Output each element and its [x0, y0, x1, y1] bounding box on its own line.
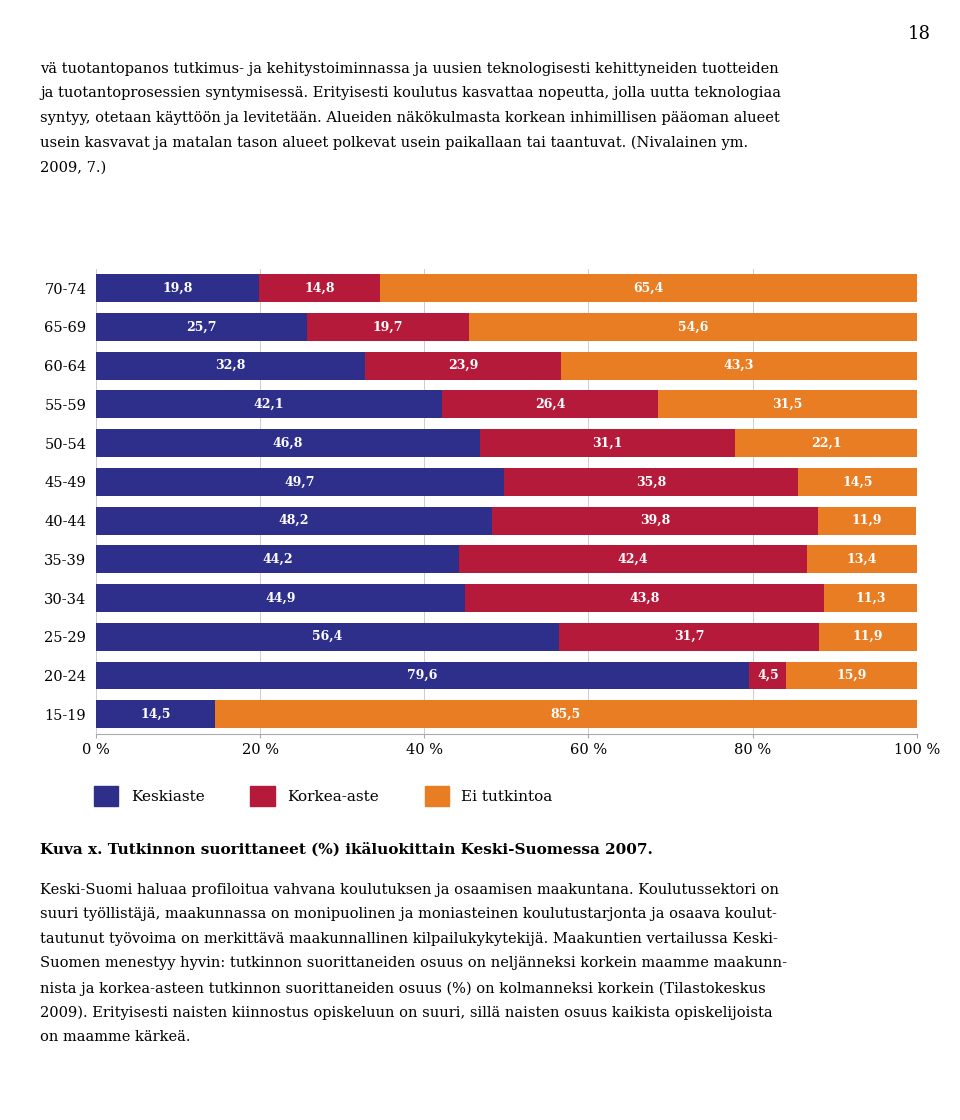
- Bar: [659, 391, 917, 418]
- Bar: [96, 468, 504, 496]
- Bar: [96, 506, 492, 534]
- Text: 35,8: 35,8: [636, 475, 666, 488]
- Text: 49,7: 49,7: [285, 475, 315, 488]
- Bar: [492, 506, 818, 534]
- Bar: [786, 662, 917, 690]
- Text: usein kasvavat ja matalan tason alueet polkevat usein paikallaan tai taantuvat. : usein kasvavat ja matalan tason alueet p…: [40, 136, 749, 150]
- Text: 13,4: 13,4: [847, 553, 877, 566]
- Text: 39,8: 39,8: [639, 514, 670, 528]
- Bar: [96, 700, 215, 728]
- Text: 25,7: 25,7: [186, 320, 217, 334]
- Text: vä tuotantopanos tutkimus- ja kehitystoiminnassa ja uusien teknologisesti kehitt: vä tuotantopanos tutkimus- ja kehitystoi…: [40, 62, 780, 76]
- Text: 2009). Erityisesti naisten kiinnostus opiskeluun on suuri, sillä naisten osuus k: 2009). Erityisesti naisten kiinnostus op…: [40, 1006, 773, 1020]
- Text: 4,5: 4,5: [756, 669, 779, 682]
- Bar: [258, 274, 380, 302]
- Bar: [824, 585, 917, 612]
- Bar: [562, 352, 917, 380]
- Text: 31,7: 31,7: [674, 631, 705, 643]
- Bar: [465, 585, 824, 612]
- Text: 44,9: 44,9: [265, 591, 296, 605]
- Bar: [96, 352, 365, 380]
- Bar: [365, 352, 562, 380]
- Text: 79,6: 79,6: [407, 669, 438, 682]
- Bar: [96, 623, 559, 651]
- Bar: [96, 274, 258, 302]
- Bar: [459, 545, 806, 573]
- Text: tautunut työvoima on merkittävä maakunnallinen kilpailukykytekijä. Maakuntien ve: tautunut työvoima on merkittävä maakunna…: [40, 932, 779, 945]
- Bar: [96, 391, 442, 418]
- Bar: [798, 468, 917, 496]
- Bar: [750, 662, 786, 690]
- Text: 32,8: 32,8: [215, 360, 246, 372]
- Bar: [735, 429, 917, 457]
- Text: 11,9: 11,9: [852, 631, 883, 643]
- Bar: [442, 391, 659, 418]
- Text: 26,4: 26,4: [535, 398, 565, 411]
- Bar: [504, 468, 798, 496]
- Text: 42,4: 42,4: [617, 553, 648, 566]
- Text: 43,8: 43,8: [629, 591, 660, 605]
- Text: 44,2: 44,2: [262, 553, 293, 566]
- Bar: [819, 623, 917, 651]
- Text: nista ja korkea-asteen tutkinnon suorittaneiden osuus (%) on kolmanneksi korkein: nista ja korkea-asteen tutkinnon suoritt…: [40, 981, 766, 996]
- Bar: [806, 545, 917, 573]
- Text: 18: 18: [908, 25, 931, 43]
- Legend: Keskiaste, Korkea-aste, Ei tutkintoa: Keskiaste, Korkea-aste, Ei tutkintoa: [94, 786, 552, 805]
- Text: Kuva x. Tutkinnon suorittaneet (%) ikäluokittain Keski-Suomessa 2007.: Kuva x. Tutkinnon suorittaneet (%) ikälu…: [40, 842, 653, 857]
- Bar: [559, 623, 819, 651]
- Text: syntyy, otetaan käyttöön ja levitetään. Alueiden näkökulmasta korkean inhimillis: syntyy, otetaan käyttöön ja levitetään. …: [40, 111, 780, 125]
- Text: 85,5: 85,5: [551, 708, 581, 721]
- Bar: [96, 545, 459, 573]
- Text: 2009, 7.): 2009, 7.): [40, 160, 107, 174]
- Text: 23,9: 23,9: [448, 360, 478, 372]
- Text: on maamme kärkeä.: on maamme kärkeä.: [40, 1030, 191, 1044]
- Text: 56,4: 56,4: [312, 631, 343, 643]
- Text: 42,1: 42,1: [253, 398, 284, 411]
- Text: 43,3: 43,3: [724, 360, 755, 372]
- Bar: [380, 274, 917, 302]
- Text: 14,5: 14,5: [842, 475, 873, 488]
- Bar: [215, 700, 917, 728]
- Bar: [96, 429, 480, 457]
- Text: 19,8: 19,8: [162, 281, 192, 295]
- Text: Suomen menestyy hyvin: tutkinnon suorittaneiden osuus on neljänneksi korkein maa: Suomen menestyy hyvin: tutkinnon suoritt…: [40, 956, 787, 970]
- Text: 19,7: 19,7: [372, 320, 403, 334]
- Text: ja tuotantoprosessien syntymisessä. Erityisesti koulutus kasvattaa nopeutta, jol: ja tuotantoprosessien syntymisessä. Erit…: [40, 86, 781, 101]
- Text: suuri työllistäjä, maakunnassa on monipuolinen ja moniasteinen koulutustarjonta : suuri työllistäjä, maakunnassa on monipu…: [40, 907, 778, 921]
- Text: 15,9: 15,9: [836, 669, 867, 682]
- Text: 54,6: 54,6: [678, 320, 708, 334]
- Bar: [96, 312, 307, 340]
- Text: 11,9: 11,9: [852, 514, 882, 528]
- Bar: [96, 662, 750, 690]
- Text: 48,2: 48,2: [278, 514, 309, 528]
- Text: 14,8: 14,8: [304, 281, 334, 295]
- Bar: [307, 312, 468, 340]
- Bar: [468, 312, 917, 340]
- Text: 46,8: 46,8: [273, 437, 303, 449]
- Text: 22,1: 22,1: [811, 437, 841, 449]
- Text: 14,5: 14,5: [140, 708, 171, 721]
- Bar: [480, 429, 735, 457]
- Text: 65,4: 65,4: [634, 281, 663, 295]
- Text: 31,5: 31,5: [773, 398, 803, 411]
- Bar: [96, 585, 465, 612]
- Text: 11,3: 11,3: [855, 591, 886, 605]
- Text: 31,1: 31,1: [592, 437, 623, 449]
- Text: Keski-Suomi haluaa profiloitua vahvana koulutuksen ja osaamisen maakuntana. Koul: Keski-Suomi haluaa profiloitua vahvana k…: [40, 883, 780, 896]
- Bar: [818, 506, 916, 534]
